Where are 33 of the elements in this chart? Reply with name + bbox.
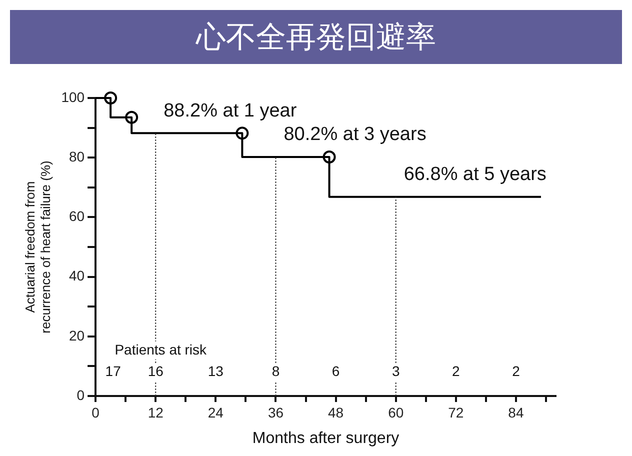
point bbox=[125, 110, 138, 124]
y-tick-label: 100 bbox=[61, 88, 85, 105]
x-tick-label: 0 bbox=[92, 404, 100, 420]
annotation: 80.2% at 3 years bbox=[284, 124, 426, 146]
chart-title: 心不全再発回避率 bbox=[10, 10, 622, 64]
annotation: 16 bbox=[148, 363, 164, 380]
x-tick-label: 12 bbox=[148, 404, 164, 420]
y-tick-label: 0 bbox=[76, 386, 85, 403]
annotation: 2 bbox=[452, 363, 460, 380]
annotation: 3 bbox=[392, 363, 400, 380]
y-tick-label: 40 bbox=[68, 268, 85, 284]
annotation: 8 bbox=[272, 363, 280, 380]
annotation: 6 bbox=[332, 363, 340, 380]
y-axis-title: Actuarial freedom from recurrence of heart failure (%) bbox=[22, 160, 53, 334]
annotation: 66.8% at 5 years bbox=[404, 164, 546, 186]
point bbox=[104, 92, 118, 104]
annotation: 13 bbox=[208, 363, 224, 380]
x-tick-label: 72 bbox=[448, 404, 464, 420]
x-tick-label: 24 bbox=[208, 404, 224, 420]
y-tick-label: 20 bbox=[68, 327, 85, 344]
y-tick-label: 80 bbox=[68, 148, 85, 164]
x-tick-label: 84 bbox=[508, 404, 524, 420]
x-tick-label: 36 bbox=[268, 404, 284, 420]
x-tick-label: 48 bbox=[328, 404, 344, 420]
annotation: Patients at risk bbox=[114, 341, 208, 358]
point bbox=[236, 126, 249, 140]
annotation: 17 bbox=[105, 363, 122, 380]
annotation: 2 bbox=[512, 363, 520, 380]
point bbox=[322, 150, 336, 164]
x-tick-label: 60 bbox=[388, 404, 404, 420]
y-tick-label: 60 bbox=[68, 208, 85, 224]
annotation: 88.2% at 1 year bbox=[164, 100, 298, 122]
x-axis-title: Months after surgery bbox=[252, 430, 400, 447]
